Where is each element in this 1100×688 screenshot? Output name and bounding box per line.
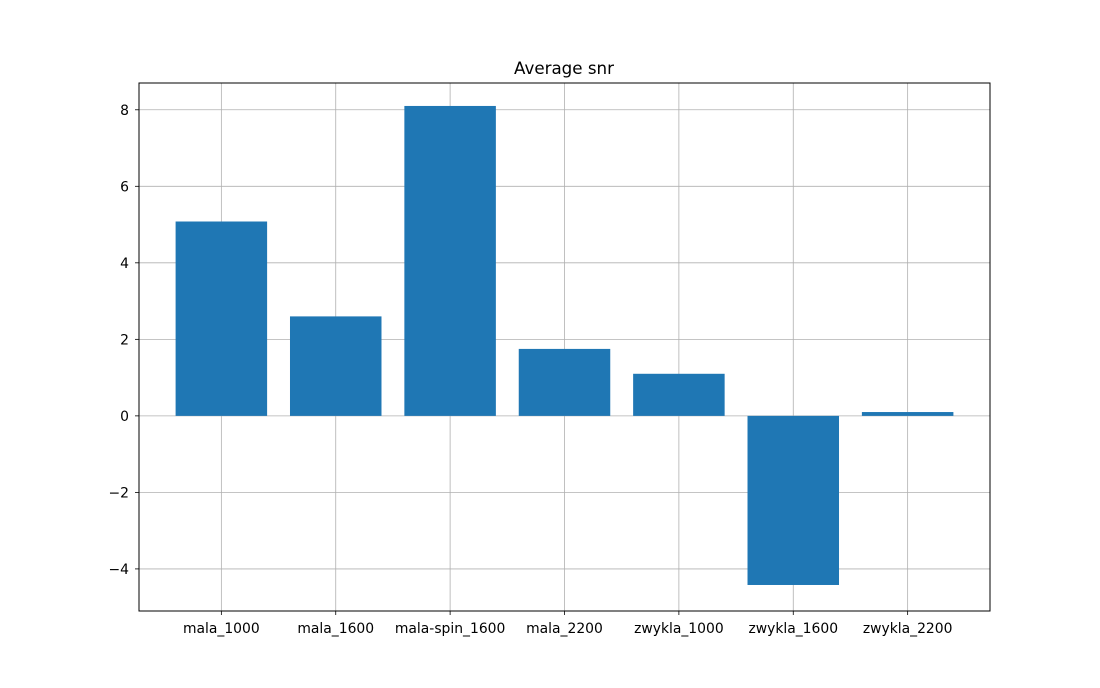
bar-zwykla_2200 <box>861 412 954 416</box>
y-tick-label: 4 <box>120 256 129 272</box>
grid-lines <box>139 83 990 611</box>
x-tick-label: mala_2200 <box>526 621 603 637</box>
bars <box>175 105 954 585</box>
axes <box>135 82 991 615</box>
tick-labels: mala_1000 mala_1600 mala-spin_1600 mala_220… <box>109 103 953 637</box>
x-tick-label: mala-spin_1600 <box>395 621 505 637</box>
bar-zwykla_1600 <box>747 415 840 585</box>
y-tick-label: −4 <box>109 562 130 578</box>
bar-mala_2200 <box>518 348 611 416</box>
x-tick-label: mala_1000 <box>183 621 260 637</box>
bar-mala_1000 <box>175 221 268 416</box>
bar-zwykla_1000 <box>633 373 725 416</box>
y-tick-label: 6 <box>120 179 129 195</box>
bar-mala-spin_1600 <box>404 105 496 416</box>
x-tick-label: mala_1600 <box>297 621 374 637</box>
y-tick-label: 0 <box>120 409 129 425</box>
bar-mala_1600 <box>289 316 382 416</box>
chart-title: Average snr <box>514 58 614 78</box>
y-tick-label: −2 <box>109 485 129 501</box>
y-tick-label: 8 <box>120 103 129 119</box>
x-tick-label: zwykla_1000 <box>634 621 724 637</box>
x-tick-label: zwykla_1600 <box>748 621 838 637</box>
x-tick-label: zwykla_2200 <box>863 621 953 637</box>
y-tick-label: 2 <box>120 332 129 348</box>
